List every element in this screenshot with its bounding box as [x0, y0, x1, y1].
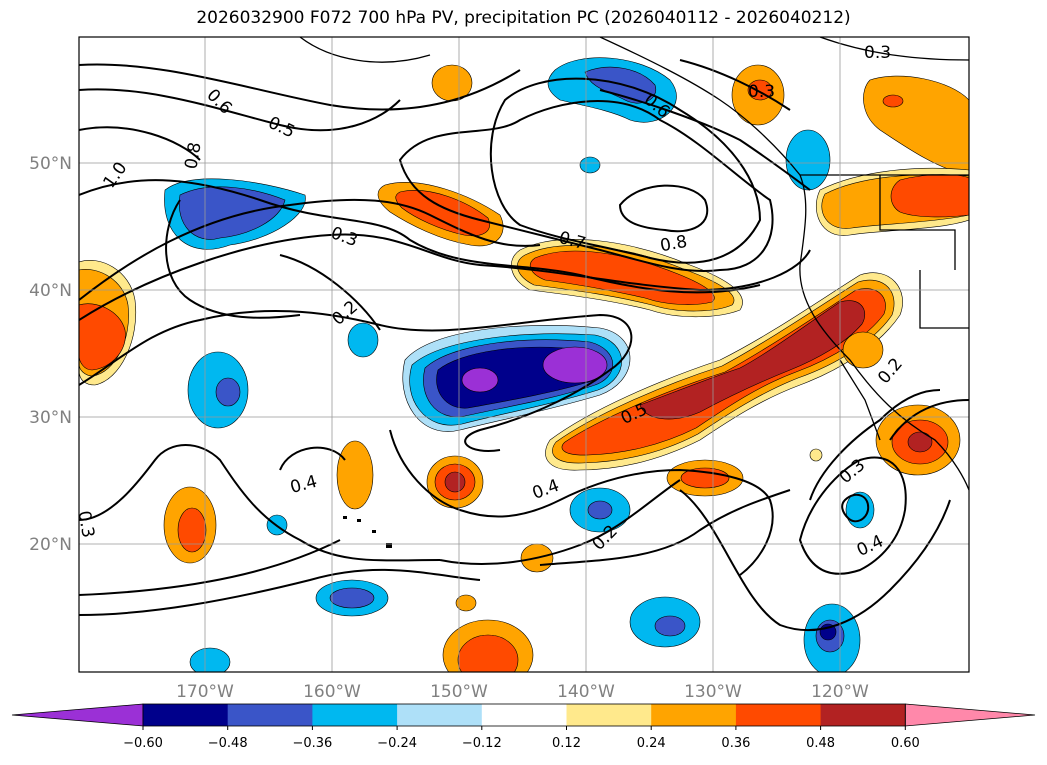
contour-label: 0.3: [748, 82, 775, 102]
hawaii-islands: [343, 516, 392, 548]
colorbar-tick-label: −0.24: [377, 736, 417, 751]
colorbar-segment: [143, 704, 229, 726]
colorbar-segment: [312, 704, 398, 726]
contour-label: 0.3: [864, 43, 891, 63]
lat-label: 20°N: [29, 535, 72, 555]
lon-label: 120°W: [811, 682, 869, 702]
colorbar-segment: [566, 704, 652, 726]
lat-label: 30°N: [29, 408, 72, 428]
lat-label: 40°N: [29, 281, 72, 301]
colorbar: −0.60 −0.48 −0.36 −0.24 −0.12 0.12 0.24 0.36 0.4…: [11, 703, 1036, 751]
lon-label: 130°W: [684, 682, 742, 702]
pv-contours: [79, 59, 969, 632]
coastlines: [299, 37, 969, 491]
lon-label: 170°W: [176, 682, 234, 702]
colorbar-frame: [142, 703, 906, 727]
plot-title: 2026032900 F072 700 hPa PV, precipitatio…: [196, 8, 851, 28]
colorbar-segment: [651, 704, 737, 726]
colorbar-segment: [820, 704, 906, 726]
colorbar-tick-label: 0.36: [721, 736, 750, 751]
lat-label: 50°N: [29, 154, 72, 174]
colorbar-tick-label: 0.60: [891, 736, 920, 751]
colorbar-tick-label: 0.24: [637, 736, 666, 751]
colorbar-segment: [481, 704, 567, 726]
latitude-labels: 50°N 40°N 30°N 20°N: [29, 154, 72, 555]
colorbar-tick-label: −0.12: [462, 736, 502, 751]
map-frame: [78, 36, 970, 673]
colorbar-segment: [227, 704, 313, 726]
lon-label: 150°W: [430, 682, 488, 702]
colorbar-segment: [397, 704, 483, 726]
colorbar-tick-label: −0.36: [292, 736, 332, 751]
colorbar-extend-min: [11, 703, 144, 727]
graticule: [79, 37, 969, 672]
colorbar-tick-label: −0.60: [123, 736, 163, 751]
longitude-labels: 170°W 160°W 150°W 140°W 130°W 120°W: [176, 682, 869, 702]
colorbar-tick-label: −0.48: [208, 736, 248, 751]
contour-label: 0.8: [659, 232, 689, 256]
lon-label: 140°W: [557, 682, 615, 702]
contour-label: 0.8: [181, 141, 205, 171]
lon-label: 160°W: [303, 682, 361, 702]
colorbar-segment: [735, 704, 822, 726]
colorbar-extend-max: [904, 703, 1036, 727]
colorbar-tick-label: 0.48: [806, 736, 835, 751]
colorbar-tick-label: 0.12: [552, 736, 581, 751]
contour-label: 0.3: [73, 509, 97, 539]
